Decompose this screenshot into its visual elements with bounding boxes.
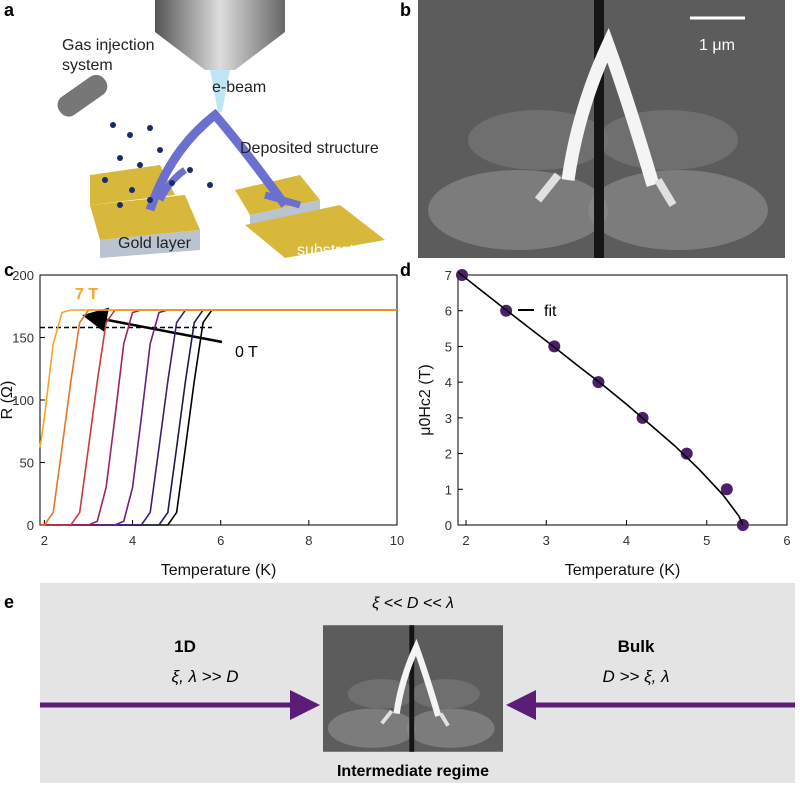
y-axis-label: R (Ω) (0, 381, 16, 420)
line (39, 309, 397, 448)
y-tick-label: 0 (27, 518, 34, 533)
x-tick-label: 5 (703, 533, 710, 548)
y-tick-label: 50 (20, 456, 34, 471)
label: Gas injection system (62, 37, 155, 74)
y-tick-label: 3 (445, 411, 452, 426)
x-tick-label: 4 (129, 533, 136, 548)
point (720, 483, 733, 496)
y-tick-label: 150 (12, 331, 34, 346)
y-tick-label: 1 (445, 482, 452, 497)
x-tick-label: 4 (623, 533, 630, 548)
y-tick-label: 4 (445, 375, 452, 390)
sem-image (323, 625, 503, 752)
label: Bulk (618, 637, 655, 656)
panel-label: c (4, 260, 14, 280)
point (680, 447, 693, 460)
label: D >> ξ, λ (603, 667, 670, 686)
label: Deposited structure (240, 140, 379, 157)
label: Gold layer (118, 235, 192, 252)
x-tick-label: 8 (305, 533, 312, 548)
y-tick-label: 7 (445, 268, 452, 283)
scale-label: 1 μm (699, 37, 735, 54)
label: Intermediate regime (337, 763, 489, 780)
label: ξ << D << λ (372, 595, 454, 612)
illustration (57, 0, 385, 258)
y-tick-label: 200 (12, 268, 34, 283)
y-tick-label: 2 (445, 447, 452, 462)
y-tick-label: 5 (445, 339, 452, 354)
line (457, 271, 744, 526)
y-tick-label: 6 (445, 304, 452, 319)
x-tick-label: 6 (783, 533, 790, 548)
y-axis-label: μ0Hc2 (T) (417, 364, 434, 435)
panel-label: a (4, 0, 15, 20)
annotation: 7 T (75, 286, 98, 303)
panel-label: d (400, 260, 411, 280)
label: ξ, λ >> D (172, 667, 239, 686)
plot-frame (39, 274, 398, 526)
x-tick-label: 2 (41, 533, 48, 548)
annotation: 0 T (235, 344, 258, 361)
x-tick-label: 3 (543, 533, 550, 548)
x-tick-label: 6 (217, 533, 224, 548)
y-tick-label: 100 (12, 393, 34, 408)
y-tick-label: 0 (445, 518, 452, 533)
x-axis-label: Temperature (K) (565, 562, 681, 579)
x-tick-label: 10 (390, 533, 404, 548)
panel-label: e (4, 592, 14, 612)
x-tick-label: 2 (462, 533, 469, 548)
panel-label: b (400, 0, 411, 20)
label: substrate (297, 242, 363, 259)
plot-frame (457, 274, 788, 526)
legend-label: fit (544, 303, 557, 320)
label: e-beam (212, 79, 266, 96)
label: 1D (174, 637, 196, 656)
x-axis-label: Temperature (K) (161, 562, 277, 579)
